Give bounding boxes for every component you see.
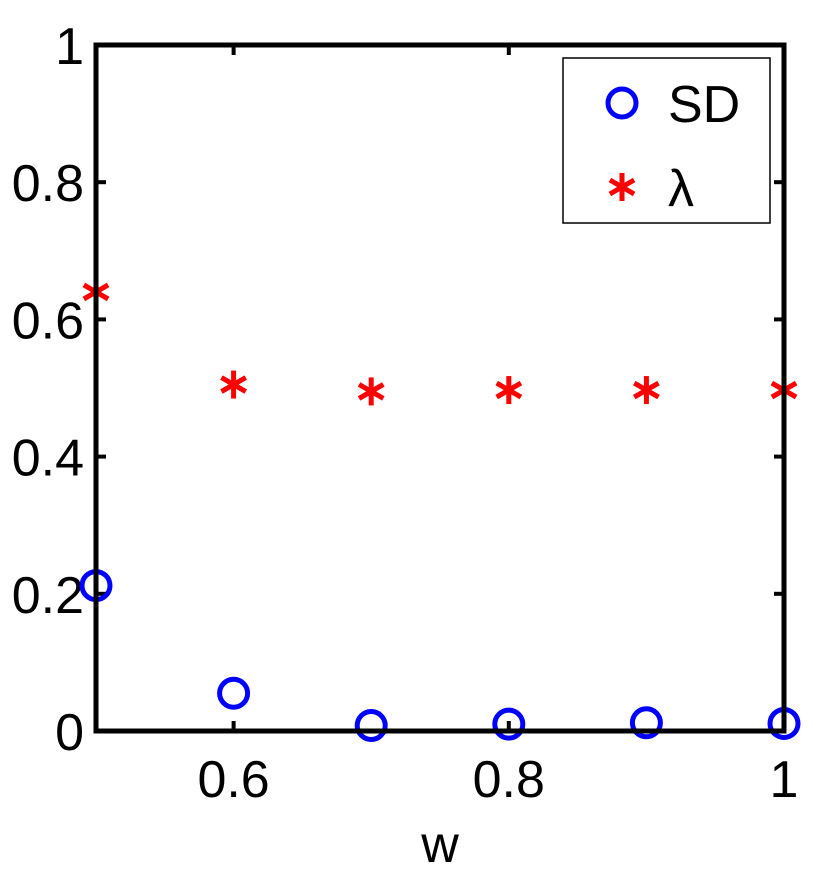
x-tick-label: 0.6 <box>197 751 269 809</box>
y-tick-label: 0.2 <box>12 567 84 625</box>
plot-frame <box>93 42 787 734</box>
legend-box <box>562 57 771 224</box>
legend-label: SD <box>668 76 740 134</box>
x-tick-label: 1 <box>770 751 799 809</box>
legend-label: λ <box>668 160 694 218</box>
sd-point <box>217 676 251 710</box>
y-axis-ticks: 0 0.2 0.4 0.6 0.8 1 <box>12 18 784 762</box>
y-tick-label: 0.4 <box>12 430 84 488</box>
x-axis-ticks: 0.6 0.8 1 <box>197 45 798 809</box>
legend: SD λ <box>562 57 771 224</box>
sd-point <box>629 706 663 740</box>
data-marks <box>79 277 801 743</box>
sd-point <box>354 709 388 743</box>
sd-point <box>492 707 526 741</box>
y-tick-label: 1 <box>55 18 84 76</box>
x-tick-label: 0.8 <box>473 751 545 809</box>
y-tick-label: 0.8 <box>12 155 84 213</box>
lambda-point <box>220 370 247 399</box>
legend-marker-lambda <box>608 173 636 201</box>
legend-marker-sd <box>605 86 639 120</box>
lambda-point <box>357 377 385 406</box>
lambda-point <box>495 376 523 405</box>
y-tick-label: 0.6 <box>12 292 84 350</box>
y-tick-label: 0 <box>55 704 84 762</box>
lambda-point <box>633 376 660 405</box>
x-axis-label: w <box>420 816 459 873</box>
